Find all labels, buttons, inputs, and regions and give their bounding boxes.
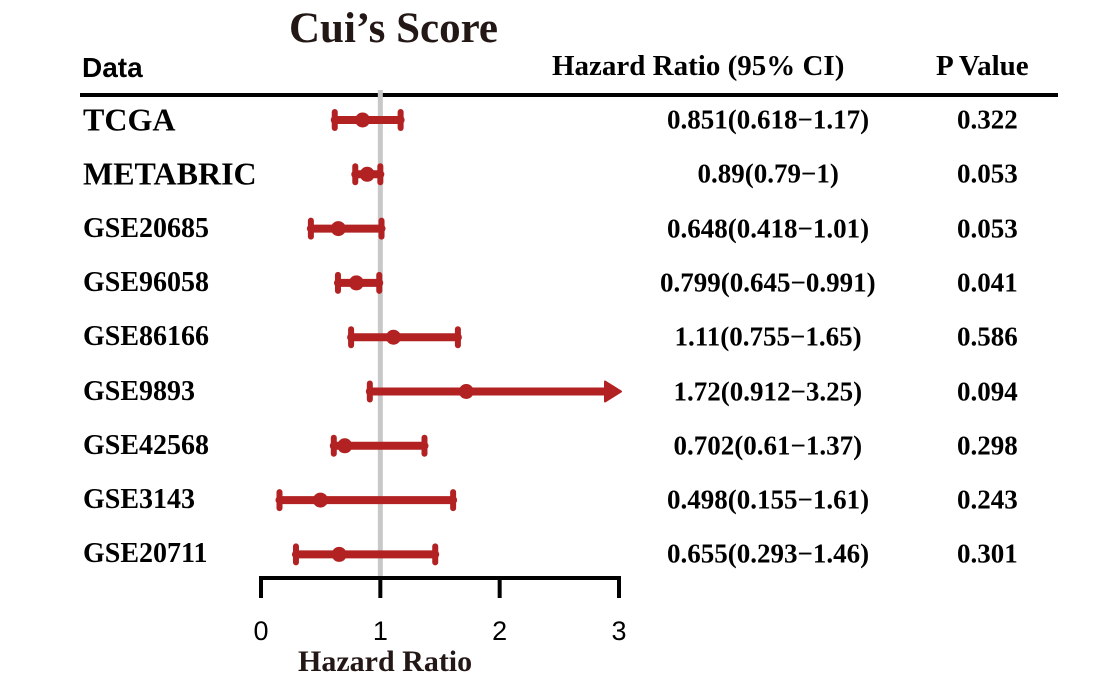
hazard-ratio-point xyxy=(330,221,346,237)
row-label: GSE42568 xyxy=(83,429,210,461)
x-tick-label: 2 xyxy=(492,616,507,646)
column-header-data: Data xyxy=(82,52,143,83)
row-p-value: 0.298 xyxy=(957,430,1018,461)
hazard-ratio-point xyxy=(355,112,371,128)
x-tick-label: 0 xyxy=(253,616,268,646)
x-tick-label: 3 xyxy=(611,616,626,646)
row-label: GSE3143 xyxy=(83,484,196,516)
row-label: METABRIC xyxy=(83,155,257,192)
row-hazard-ratio-text: 1.72(0.912−3.25) xyxy=(673,376,863,406)
hazard-ratio-point xyxy=(348,275,364,291)
row-p-value: 0.053 xyxy=(957,213,1018,244)
row-p-value: 0.586 xyxy=(957,321,1018,352)
hazard-ratio-point xyxy=(458,384,474,399)
header-rule xyxy=(80,93,1058,97)
row-label: GSE96058 xyxy=(83,266,210,298)
row-hazard-ratio-text: 0.89(0.79−1) xyxy=(697,158,839,189)
hazard-ratio-point xyxy=(312,492,328,508)
row-label: TCGA xyxy=(83,101,176,138)
chart-title: Cui’s Score xyxy=(289,5,499,52)
hazard-ratio-point xyxy=(331,546,347,562)
ci-truncation-arrow xyxy=(604,380,622,403)
row-hazard-ratio-text: 0.655(0.293−1.46) xyxy=(667,538,870,569)
x-axis-label: Hazard Ratio xyxy=(298,645,473,678)
hazard-ratio-point xyxy=(359,166,375,182)
hazard-ratio-point xyxy=(385,329,401,345)
row-hazard-ratio-text: 1.11(0.755−1.65) xyxy=(674,321,862,352)
row-p-value: 0.041 xyxy=(957,267,1018,298)
row-p-value: 0.243 xyxy=(957,484,1018,515)
column-header-hazard-ratio: Hazard Ratio (95% CI) xyxy=(552,50,845,82)
row-p-value: 0.053 xyxy=(957,158,1018,189)
row-label: GSE20685 xyxy=(83,212,210,244)
row-label: GSE9893 xyxy=(83,375,196,407)
row-hazard-ratio-text: 0.851(0.618−1.17) xyxy=(667,104,870,135)
row-p-value: 0.322 xyxy=(957,104,1018,135)
column-header-p-value: P Value xyxy=(936,50,1029,82)
row-hazard-ratio-text: 0.498(0.155−1.61) xyxy=(667,484,870,515)
x-tick-label: 1 xyxy=(373,616,388,646)
row-hazard-ratio-text: 0.648(0.418−1.01) xyxy=(667,213,870,244)
row-label: GSE20711 xyxy=(83,538,208,570)
row-p-value: 0.301 xyxy=(957,538,1018,569)
row-hazard-ratio-text: 0.702(0.61−1.37) xyxy=(673,430,863,461)
hazard-ratio-point xyxy=(337,438,353,454)
row-label: GSE86166 xyxy=(83,321,210,353)
row-hazard-ratio-text: 0.799(0.645−0.991) xyxy=(660,267,876,298)
row-p-value: 0.094 xyxy=(957,376,1018,406)
